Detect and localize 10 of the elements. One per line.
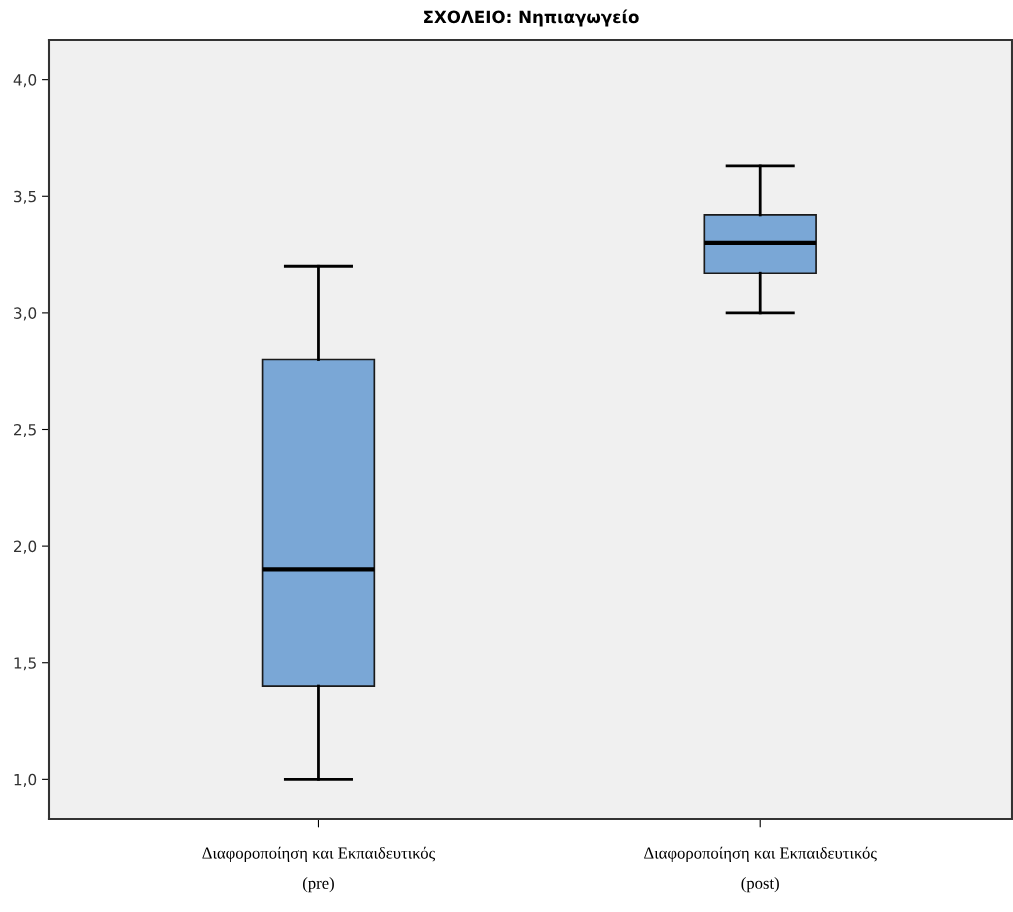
y-tick-label: 1,5 [14,657,36,671]
y-tick-label: 2,0 [14,540,37,554]
x-tick-label: Διαφοροποίηση και Εκπαιδευτικός (post) [644,846,877,893]
y-tick-label: 3,5 [14,190,36,204]
y-tick-label: 4,0 [13,74,37,88]
y-tick-label: 2,5 [14,423,36,438]
y-tick-label: 1,0 [14,773,37,787]
y-tick-label: 3,0 [14,307,37,321]
x-tick-label: Διαφοροποίηση και Εκπαιδευτικός (pre) [202,846,436,893]
chart-title: ΣΧΟΛΕΙΟ: Νηπιαγωγείο [424,9,639,27]
